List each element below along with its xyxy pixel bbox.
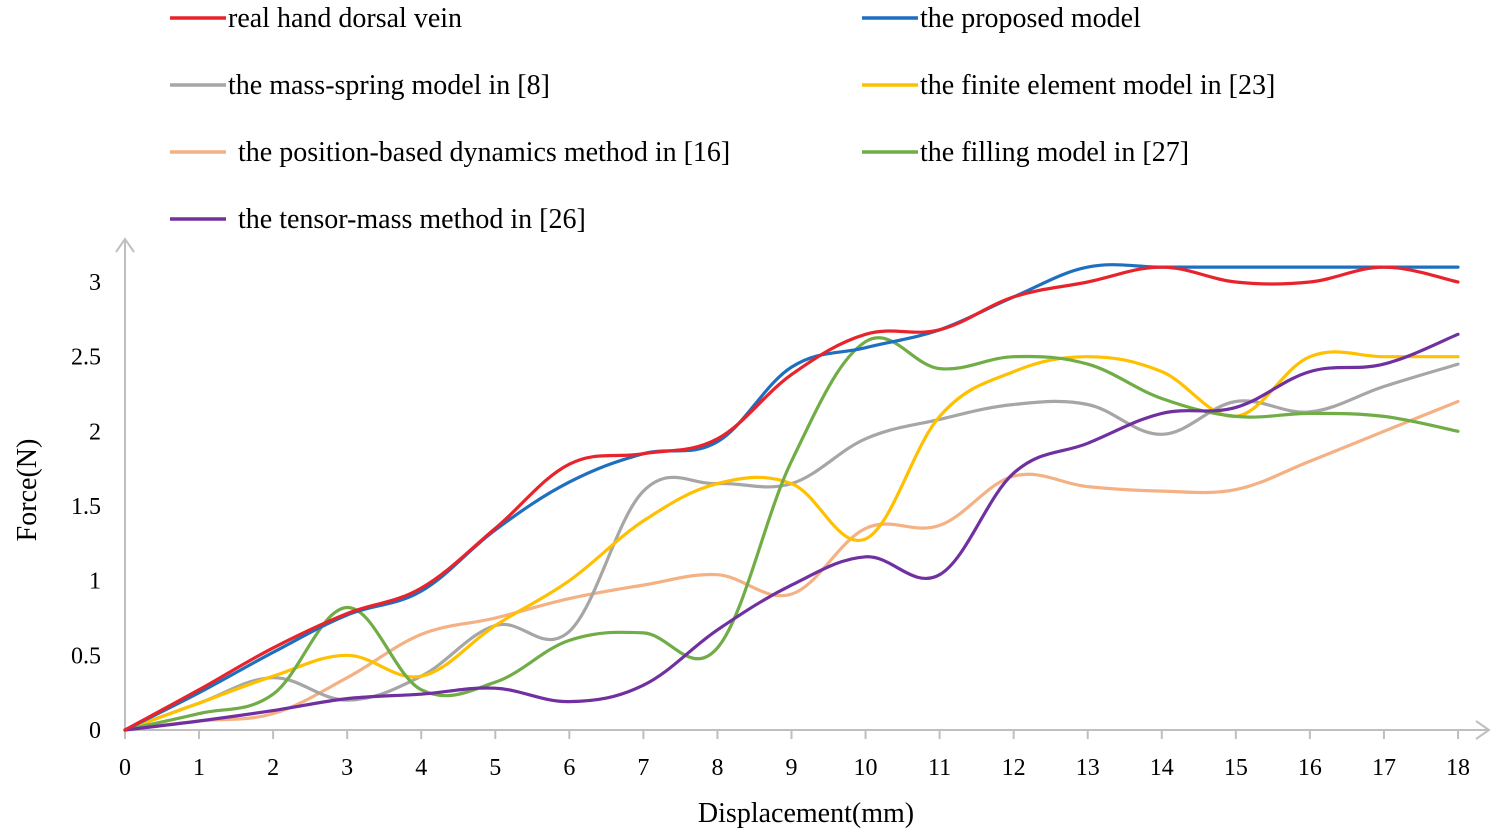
y-axis-arrow [115,237,135,253]
x-tick-label: 7 [637,755,649,781]
axes [115,237,1491,740]
y-tick-label: 1 [89,569,101,595]
legend-item: the finite element model in [23] [862,70,1275,101]
legend-label: the filling model in [27] [920,137,1189,168]
series-lines [123,263,1460,732]
x-tick-label: 12 [1002,755,1026,781]
y-tick-label: 3 [89,270,101,296]
x-tick-label: 10 [854,755,878,781]
series-line-4 [123,350,1460,732]
x-tick-label: 9 [786,755,798,781]
series-line-2 [123,263,1460,732]
x-tick-label: 15 [1224,755,1248,781]
x-tick-label: 13 [1076,755,1100,781]
x-axis-arrow [1475,720,1491,740]
legend-label: the position-based dynamics method in [1… [238,137,730,168]
legend-label: the mass-spring model in [8] [228,70,550,101]
x-tick-label: 16 [1298,755,1322,781]
x-tick-label: 5 [489,755,501,781]
x-tick-label: 0 [119,755,131,781]
legend-label: real hand dorsal vein [228,3,462,34]
y-tick-label: 2.5 [71,345,101,371]
x-tick-label: 11 [928,755,951,781]
y-ticks: 0 0.5 1 1.5 2 2.5 3 [71,270,101,744]
legend-label: the proposed model [920,3,1141,34]
legend-item: the tensor-mass method in [26] [170,204,586,235]
x-tick-label: 1 [193,755,205,781]
x-tick-label: 8 [711,755,723,781]
series-line-6 [123,336,1460,732]
legend-item: the proposed model [862,3,1141,34]
x-tick-label: 2 [267,755,279,781]
x-tick-label: 3 [341,755,353,781]
legend-item: the position-based dynamics method in [1… [170,137,730,168]
legend: real hand dorsal vein the proposed model t… [170,3,1275,235]
y-tick-label: 1.5 [71,494,101,520]
x-tick-label: 14 [1150,755,1174,781]
x-tick-label: 4 [415,755,427,781]
series-line-3 [123,362,1460,732]
legend-item: real hand dorsal vein [170,3,462,34]
y-tick-label: 2 [89,419,101,445]
x-ticks: 0 1 2 3 4 5 6 7 8 9 10 11 12 13 14 15 16 17 18 [119,730,1470,781]
x-tick-label: 6 [563,755,575,781]
x-tick-label: 17 [1372,755,1396,781]
y-tick-label: 0 [89,718,101,744]
x-axis-title: Displacement(mm) [698,798,914,829]
series-line-7 [123,332,1460,732]
y-axis-title: Force(N) [12,439,43,542]
series-line-1 [123,265,1460,732]
y-tick-label: 0.5 [71,643,101,669]
legend-item: the mass-spring model in [8] [170,70,550,101]
series-line-5 [123,399,1460,732]
x-tick-label: 18 [1446,755,1470,781]
legend-label: the tensor-mass method in [26] [238,204,586,235]
legend-item: the filling model in [27] [862,137,1189,168]
legend-label: the finite element model in [23] [920,70,1275,101]
